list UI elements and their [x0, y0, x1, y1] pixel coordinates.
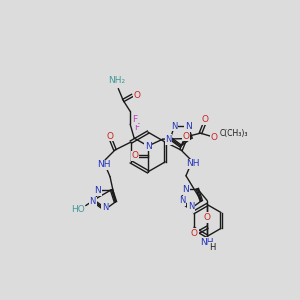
Text: O: O [202, 115, 209, 124]
Text: O: O [134, 91, 141, 100]
Text: NH: NH [200, 238, 214, 247]
Text: F: F [135, 123, 140, 132]
Text: NH: NH [186, 159, 200, 168]
Text: NH: NH [98, 160, 111, 169]
Text: HO: HO [71, 205, 85, 214]
Text: O: O [182, 132, 190, 141]
Text: N: N [179, 196, 186, 206]
Text: N: N [165, 135, 172, 144]
Text: O: O [191, 229, 198, 238]
Text: N: N [188, 202, 194, 211]
Text: N: N [171, 122, 178, 131]
Text: N: N [185, 122, 191, 131]
Text: N: N [182, 185, 189, 194]
Text: F: F [133, 115, 138, 124]
Text: NH₂: NH₂ [108, 76, 125, 85]
Text: H: H [209, 243, 215, 252]
Text: O: O [204, 213, 211, 222]
Text: N: N [90, 197, 96, 206]
Text: O: O [211, 133, 218, 142]
Text: N: N [94, 186, 101, 195]
Text: C(CH₃)₃: C(CH₃)₃ [220, 129, 248, 138]
Text: O: O [106, 132, 114, 141]
Text: N: N [102, 203, 108, 212]
Text: O: O [132, 152, 139, 160]
Text: N: N [145, 142, 152, 151]
